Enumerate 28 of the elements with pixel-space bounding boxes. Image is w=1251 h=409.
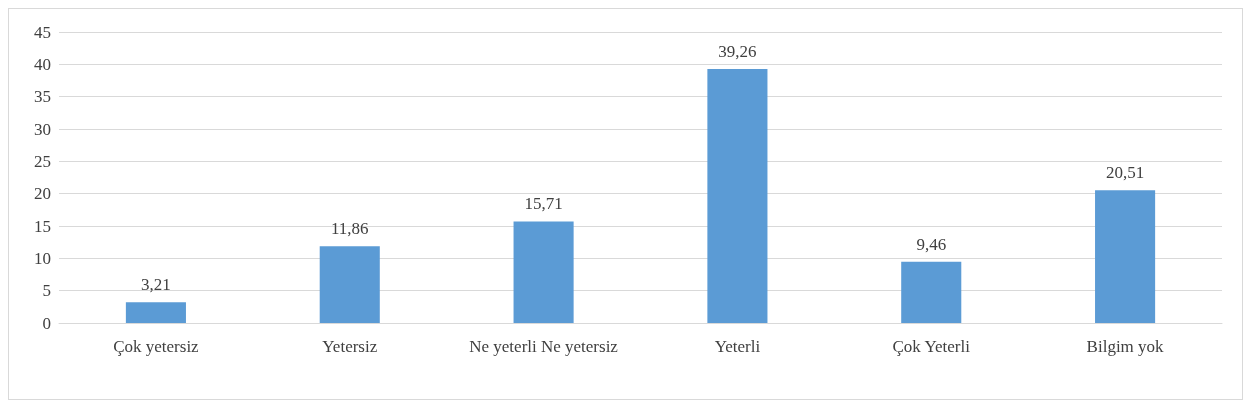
x-tick-label: Çok Yeterli [892,336,971,356]
y-tick-label: 20 [34,184,51,204]
bar [513,221,574,323]
data-label: 3,21 [141,275,171,295]
y-tick-label: 5 [42,281,51,301]
bar [1095,190,1156,323]
x-tick-label: Ne yeterli Ne yetersiz [469,336,619,356]
data-label: 15,71 [524,194,563,214]
x-tick-label: Bilgim yok [1086,336,1165,356]
y-tick-label: 30 [34,119,51,139]
x-tick-label: Yetersiz [322,336,378,356]
data-label: 39,26 [718,42,757,62]
y-tick-label: 25 [34,151,51,171]
x-tick-label: Çok yetersiz [113,336,200,356]
data-label: 9,46 [916,234,947,254]
y-tick-label: 15 [34,216,51,236]
bar [319,246,380,323]
bar [901,261,962,323]
y-tick-label: 35 [34,87,51,107]
bar [707,69,768,323]
y-tick-label: 10 [34,248,51,268]
y-tick-label: 40 [34,54,51,74]
y-tick-label: 45 [34,22,51,42]
x-tick-label: Yeterli [714,336,761,356]
data-label: 11,86 [330,219,369,239]
y-tick-label: 0 [42,313,51,333]
bar [125,302,186,323]
data-label: 20,51 [1105,163,1145,183]
